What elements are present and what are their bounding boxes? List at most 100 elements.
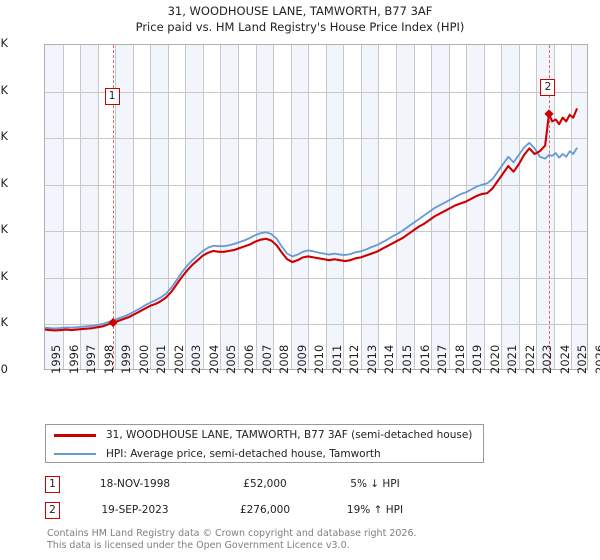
year-band (360, 45, 379, 369)
gridline-vertical (203, 45, 204, 369)
y-axis-tick-label: £150K (0, 222, 8, 237)
gridline-vertical (431, 45, 432, 369)
gridline-vertical (378, 45, 379, 369)
gridline-vertical (238, 45, 239, 369)
y-axis-tick-label: £50K (0, 315, 8, 330)
table-row: 2 19-SEP-2023 £276,000 19% ↑ HPI (45, 497, 475, 523)
gridline-horizontal (45, 231, 587, 232)
x-axis-tick-label: 2001 (154, 344, 169, 374)
year-band (571, 45, 587, 369)
legend-swatch-hpi (54, 453, 96, 455)
txn-hpi-delta: 19% ↑ HPI (346, 504, 404, 516)
chart-plot-area (44, 44, 588, 370)
year-band (431, 45, 449, 369)
x-axis-tick-label: 2022 (522, 344, 537, 374)
year-band (501, 45, 519, 369)
price-series-plot (45, 108, 578, 332)
gridline-vertical (220, 45, 221, 369)
year-band (150, 45, 168, 369)
gridline-vertical (273, 45, 274, 369)
gridline-vertical (256, 45, 257, 369)
gridline-vertical (396, 45, 397, 369)
series-line-price-paid (45, 108, 578, 332)
x-axis-tick-label: 2011 (329, 344, 344, 374)
gridline-horizontal (45, 324, 587, 325)
table-row: 1 18-NOV-1998 £52,000 5% ↓ HPI (45, 471, 475, 497)
legend-item-price-paid: 31, WOODHOUSE LANE, TAMWORTH, B77 3AF (s… (46, 426, 483, 444)
x-axis-tick-label: 2018 (452, 344, 467, 374)
event-line-2 (548, 45, 550, 369)
gridline-vertical (501, 45, 502, 369)
gridline-vertical (98, 45, 99, 369)
year-band (325, 45, 344, 369)
x-axis-tick-label: 2008 (277, 344, 292, 374)
gridline-vertical (133, 45, 134, 369)
footer-attribution: Contains HM Land Registry data © Crown c… (47, 528, 587, 552)
txn-index-badge: 1 (45, 475, 60, 493)
x-axis-tick-label: 2000 (136, 344, 151, 374)
transactions-table: 1 18-NOV-1998 £52,000 5% ↓ HPI 2 19-SEP-… (45, 471, 475, 523)
gridline-vertical (150, 45, 151, 369)
y-axis-tick-label: £300K (0, 82, 8, 97)
x-axis-tick-label: 2020 (487, 344, 502, 374)
x-axis-tick-label: 2025 (575, 344, 590, 374)
txn-price: £276,000 (239, 504, 291, 516)
year-band (220, 45, 239, 369)
txn-date: 19-SEP-2023 (101, 504, 169, 516)
year-band (45, 45, 63, 369)
footer-line-2: This data is licensed under the Open Gov… (47, 540, 350, 551)
gridline-vertical (63, 45, 64, 369)
x-axis-tick-label: 2010 (312, 344, 327, 374)
gridline-horizontal (45, 138, 587, 139)
legend-swatch-price-paid (54, 433, 96, 437)
x-axis-tick-label: 1996 (66, 344, 81, 374)
event-line-1 (113, 45, 115, 369)
gridline-vertical (466, 45, 467, 369)
gridline-vertical (414, 45, 415, 369)
x-axis-tick-label: 2005 (224, 344, 239, 374)
gridline-horizontal (45, 278, 587, 279)
x-axis-tick-label: 2021 (505, 344, 520, 374)
gridline-vertical (449, 45, 450, 369)
legend-label-price-paid: 31, WOODHOUSE LANE, TAMWORTH, B77 3AF (s… (106, 429, 473, 441)
chart-legend: 31, WOODHOUSE LANE, TAMWORTH, B77 3AF (s… (45, 424, 484, 463)
x-axis-tick-label: 2019 (470, 344, 485, 374)
year-band (466, 45, 484, 369)
gridline-vertical (326, 45, 327, 369)
x-axis-tick-label: 2023 (540, 344, 555, 374)
x-axis-tick-label: 1998 (101, 344, 116, 374)
txn-hpi-delta: 5% ↓ HPI (350, 478, 400, 490)
txn-price: £52,000 (243, 478, 287, 490)
y-axis-tick-label: £250K (0, 129, 8, 144)
gridline-vertical (291, 45, 292, 369)
year-band (395, 45, 414, 369)
gridline-vertical (484, 45, 485, 369)
x-axis-tick-label: 2024 (557, 344, 572, 374)
gridline-vertical (361, 45, 362, 369)
x-axis-tick-label: 1995 (49, 344, 63, 374)
gridline-vertical (519, 45, 520, 369)
gridline-vertical (554, 45, 555, 369)
x-axis-tick-label: 1997 (84, 344, 99, 374)
chart-marker-2: 2 (540, 78, 556, 96)
gridline-vertical (168, 45, 169, 369)
gridline-vertical (343, 45, 344, 369)
gridline-horizontal (45, 185, 587, 186)
x-axis-tick-label: 2026 (593, 344, 600, 374)
legend-label-hpi: HPI: Average price, semi-detached house,… (106, 448, 381, 460)
sale-point-marker-2 (544, 109, 554, 119)
txn-index-badge: 2 (45, 501, 60, 519)
gridline-vertical (571, 45, 572, 369)
x-axis-tick-label: 2016 (417, 344, 432, 374)
footer-line-1: Contains HM Land Registry data © Crown c… (47, 528, 417, 539)
gridline-vertical (536, 45, 537, 369)
chart-marker-1: 1 (104, 88, 120, 105)
year-band (185, 45, 203, 369)
sale-point-marker-1 (108, 317, 118, 328)
x-axis-tick-label: 2015 (399, 344, 414, 374)
y-axis-tick-label: £200K (0, 175, 8, 190)
x-axis-tick-label: 2017 (435, 344, 450, 374)
gridline-vertical (115, 45, 116, 369)
page-title: 31, WOODHOUSE LANE, TAMWORTH, B77 3AF Pr… (0, 3, 600, 35)
x-axis-tick-label: 2009 (294, 344, 309, 374)
